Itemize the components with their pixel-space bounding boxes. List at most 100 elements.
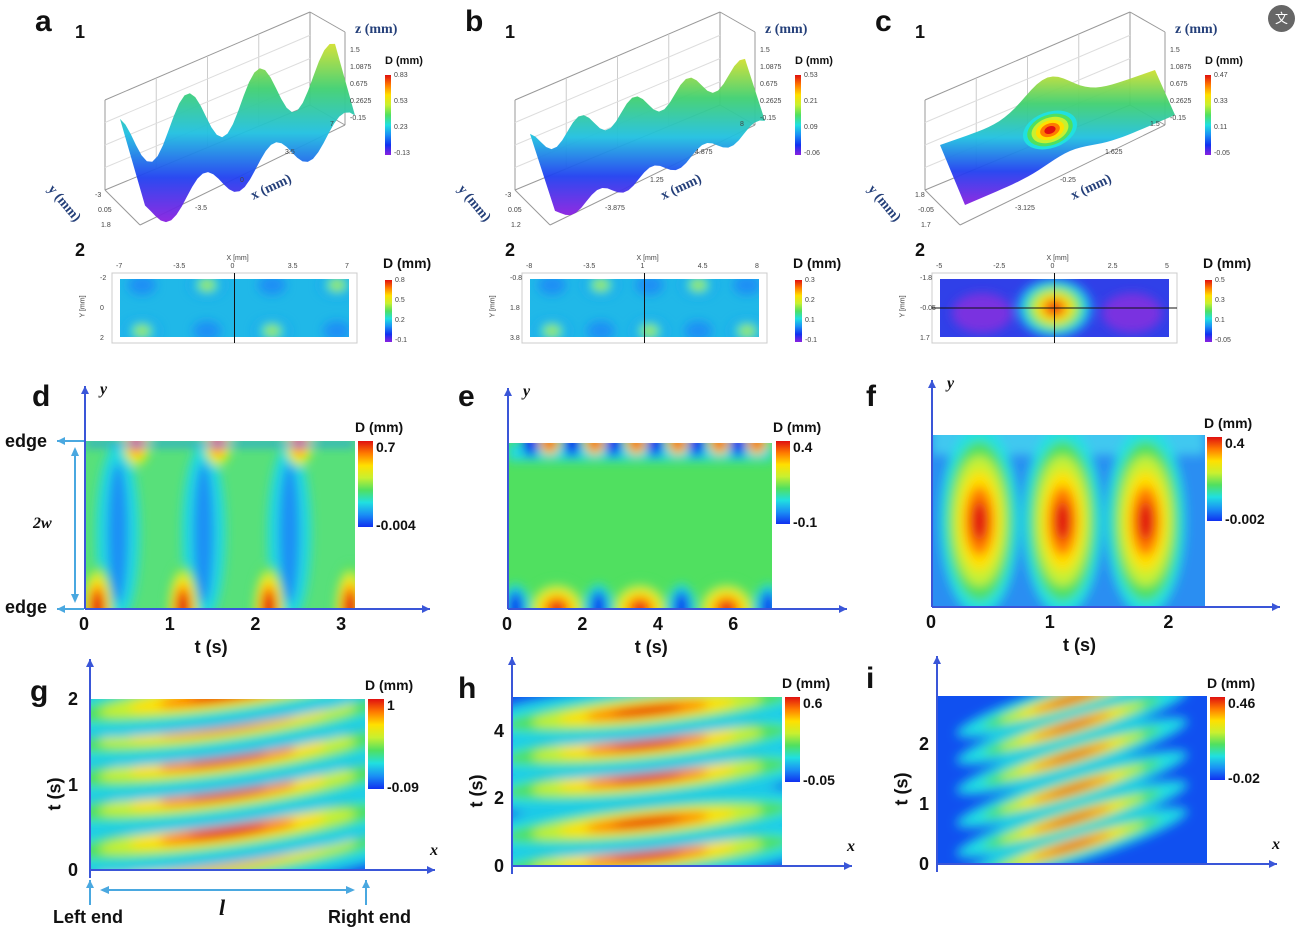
y-axis-head — [504, 388, 512, 396]
colorbar-tick: 0.53 — [804, 72, 818, 79]
heat-blob — [266, 327, 278, 335]
heat-blob — [545, 443, 554, 448]
box-edge — [959, 124, 1166, 226]
y-tick: -3 — [505, 192, 512, 199]
panel-label-c: c — [875, 5, 892, 38]
colorbar-max: 0.7 — [376, 439, 396, 455]
map-x-tick: 7 — [345, 263, 349, 270]
right-end-arrow-head — [362, 880, 370, 888]
colorbar-tick: -0.1 — [395, 337, 408, 344]
subpanel-label-1: 1 — [505, 22, 516, 42]
x-axis-head — [422, 605, 430, 613]
y-tick: 1.7 — [921, 222, 931, 229]
heatmap-e — [508, 443, 772, 609]
panel-label-a: a — [35, 5, 52, 38]
z-tick: 1.5 — [760, 47, 770, 54]
colorbar-3d — [1205, 75, 1211, 155]
heat-blob — [1050, 812, 1094, 826]
x-tick: 0 — [79, 614, 90, 634]
heat-blob — [177, 592, 189, 609]
heat-blob — [1050, 719, 1094, 733]
map-x-label: X [mm] — [636, 255, 659, 262]
right-end-label: Right end — [328, 907, 411, 927]
translate-icon[interactable]: 文 — [1268, 5, 1295, 32]
heat-blob — [719, 602, 735, 609]
colorbar-tick: 0.11 — [1214, 124, 1228, 131]
map-x-tick: -3.5 — [583, 263, 596, 270]
map-x-label: X [mm] — [1046, 255, 1069, 262]
heat-blob — [632, 602, 648, 609]
x-tick: 2 — [250, 614, 261, 634]
heat-blob — [1050, 696, 1094, 706]
colorbar-max: 0.4 — [793, 439, 813, 455]
heat-blob — [323, 321, 349, 337]
map-x-tick: -2.5 — [993, 263, 1006, 270]
heat-blob — [590, 443, 599, 448]
width-arrow-top — [71, 447, 79, 456]
panel-label-d: d — [32, 380, 51, 413]
colorbar-max: 1 — [387, 697, 395, 713]
colorbar — [368, 699, 384, 789]
colorbar-title: D (mm) — [365, 677, 414, 693]
map-x-tick: 3.5 — [287, 263, 298, 270]
x-axis-title: x — [430, 842, 438, 859]
x-axis-title: t (s) — [634, 637, 668, 657]
y-tick: 2 — [919, 734, 930, 754]
colorbar-min: -0.02 — [1228, 770, 1260, 786]
colorbar-title: D (mm) — [782, 675, 831, 691]
colorbar-title: D (mm) — [1204, 415, 1253, 431]
map-x-tick: 5 — [1165, 263, 1169, 270]
z-tick: 1.0875 — [1170, 64, 1192, 71]
heat-blob — [201, 281, 213, 289]
y-axis-title: t (s) — [44, 777, 65, 810]
box-edge — [1129, 11, 1166, 33]
width-arrow-bottom — [71, 594, 79, 603]
heat-blob — [715, 443, 724, 448]
colorbar-min: -0.004 — [376, 517, 416, 533]
colorbar-tick: 0.23 — [394, 124, 408, 131]
map-2d — [120, 279, 349, 337]
map-y-tick: -0.05 — [920, 305, 936, 312]
panel-label-f: f — [866, 380, 876, 413]
y-axis-head — [933, 656, 941, 664]
heat-blob — [971, 501, 988, 541]
heat-blob — [612, 850, 682, 862]
left-end-arrow-head — [86, 880, 94, 888]
x-tick: 7 — [330, 121, 334, 128]
colorbar-min: -0.09 — [387, 779, 419, 795]
grid-line — [104, 34, 311, 123]
box-edge — [309, 11, 346, 33]
heat-blob — [741, 327, 753, 335]
x-tick: 1.625 — [1105, 149, 1123, 156]
heat-blob — [733, 279, 759, 295]
heat-blob — [692, 281, 704, 289]
y-tick: 1.8 — [101, 222, 111, 229]
colorbar-title: D (mm) — [385, 55, 423, 67]
colorbar-3d — [385, 75, 391, 155]
heat-blob — [612, 705, 682, 716]
z-tick: 0.675 — [350, 81, 368, 88]
colorbar-title: D (mm) — [383, 255, 432, 271]
map-y-tick: -0.8 — [510, 275, 523, 282]
z-tick: 0.675 — [760, 81, 778, 88]
y-tick: 0 — [68, 860, 79, 880]
z-axis-label: z (mm) — [355, 22, 398, 37]
colorbar-tick: 0.3 — [1215, 297, 1225, 304]
colorbar-tick: 0.2 — [805, 297, 815, 304]
x-axis-title: t (s) — [1063, 635, 1097, 655]
map-x-tick: 8 — [755, 263, 759, 270]
heatmap-i — [937, 696, 1207, 864]
colorbar-2d — [795, 280, 802, 342]
colorbar-tick: 0.21 — [804, 98, 818, 105]
heat-blob — [1050, 749, 1094, 763]
map-x-tick: -5 — [936, 263, 943, 270]
colorbar-tick: 0.5 — [1215, 277, 1225, 284]
length-arrow-right — [346, 886, 355, 894]
length-arrow-left — [100, 886, 109, 894]
heatmap-g — [90, 699, 365, 870]
x-tick: 1.25 — [650, 177, 664, 184]
x-tick: 3 — [336, 614, 347, 634]
map-y-tick: 0 — [100, 305, 104, 312]
z-tick: -0.15 — [760, 115, 776, 122]
panel-label-g: g — [30, 675, 49, 708]
